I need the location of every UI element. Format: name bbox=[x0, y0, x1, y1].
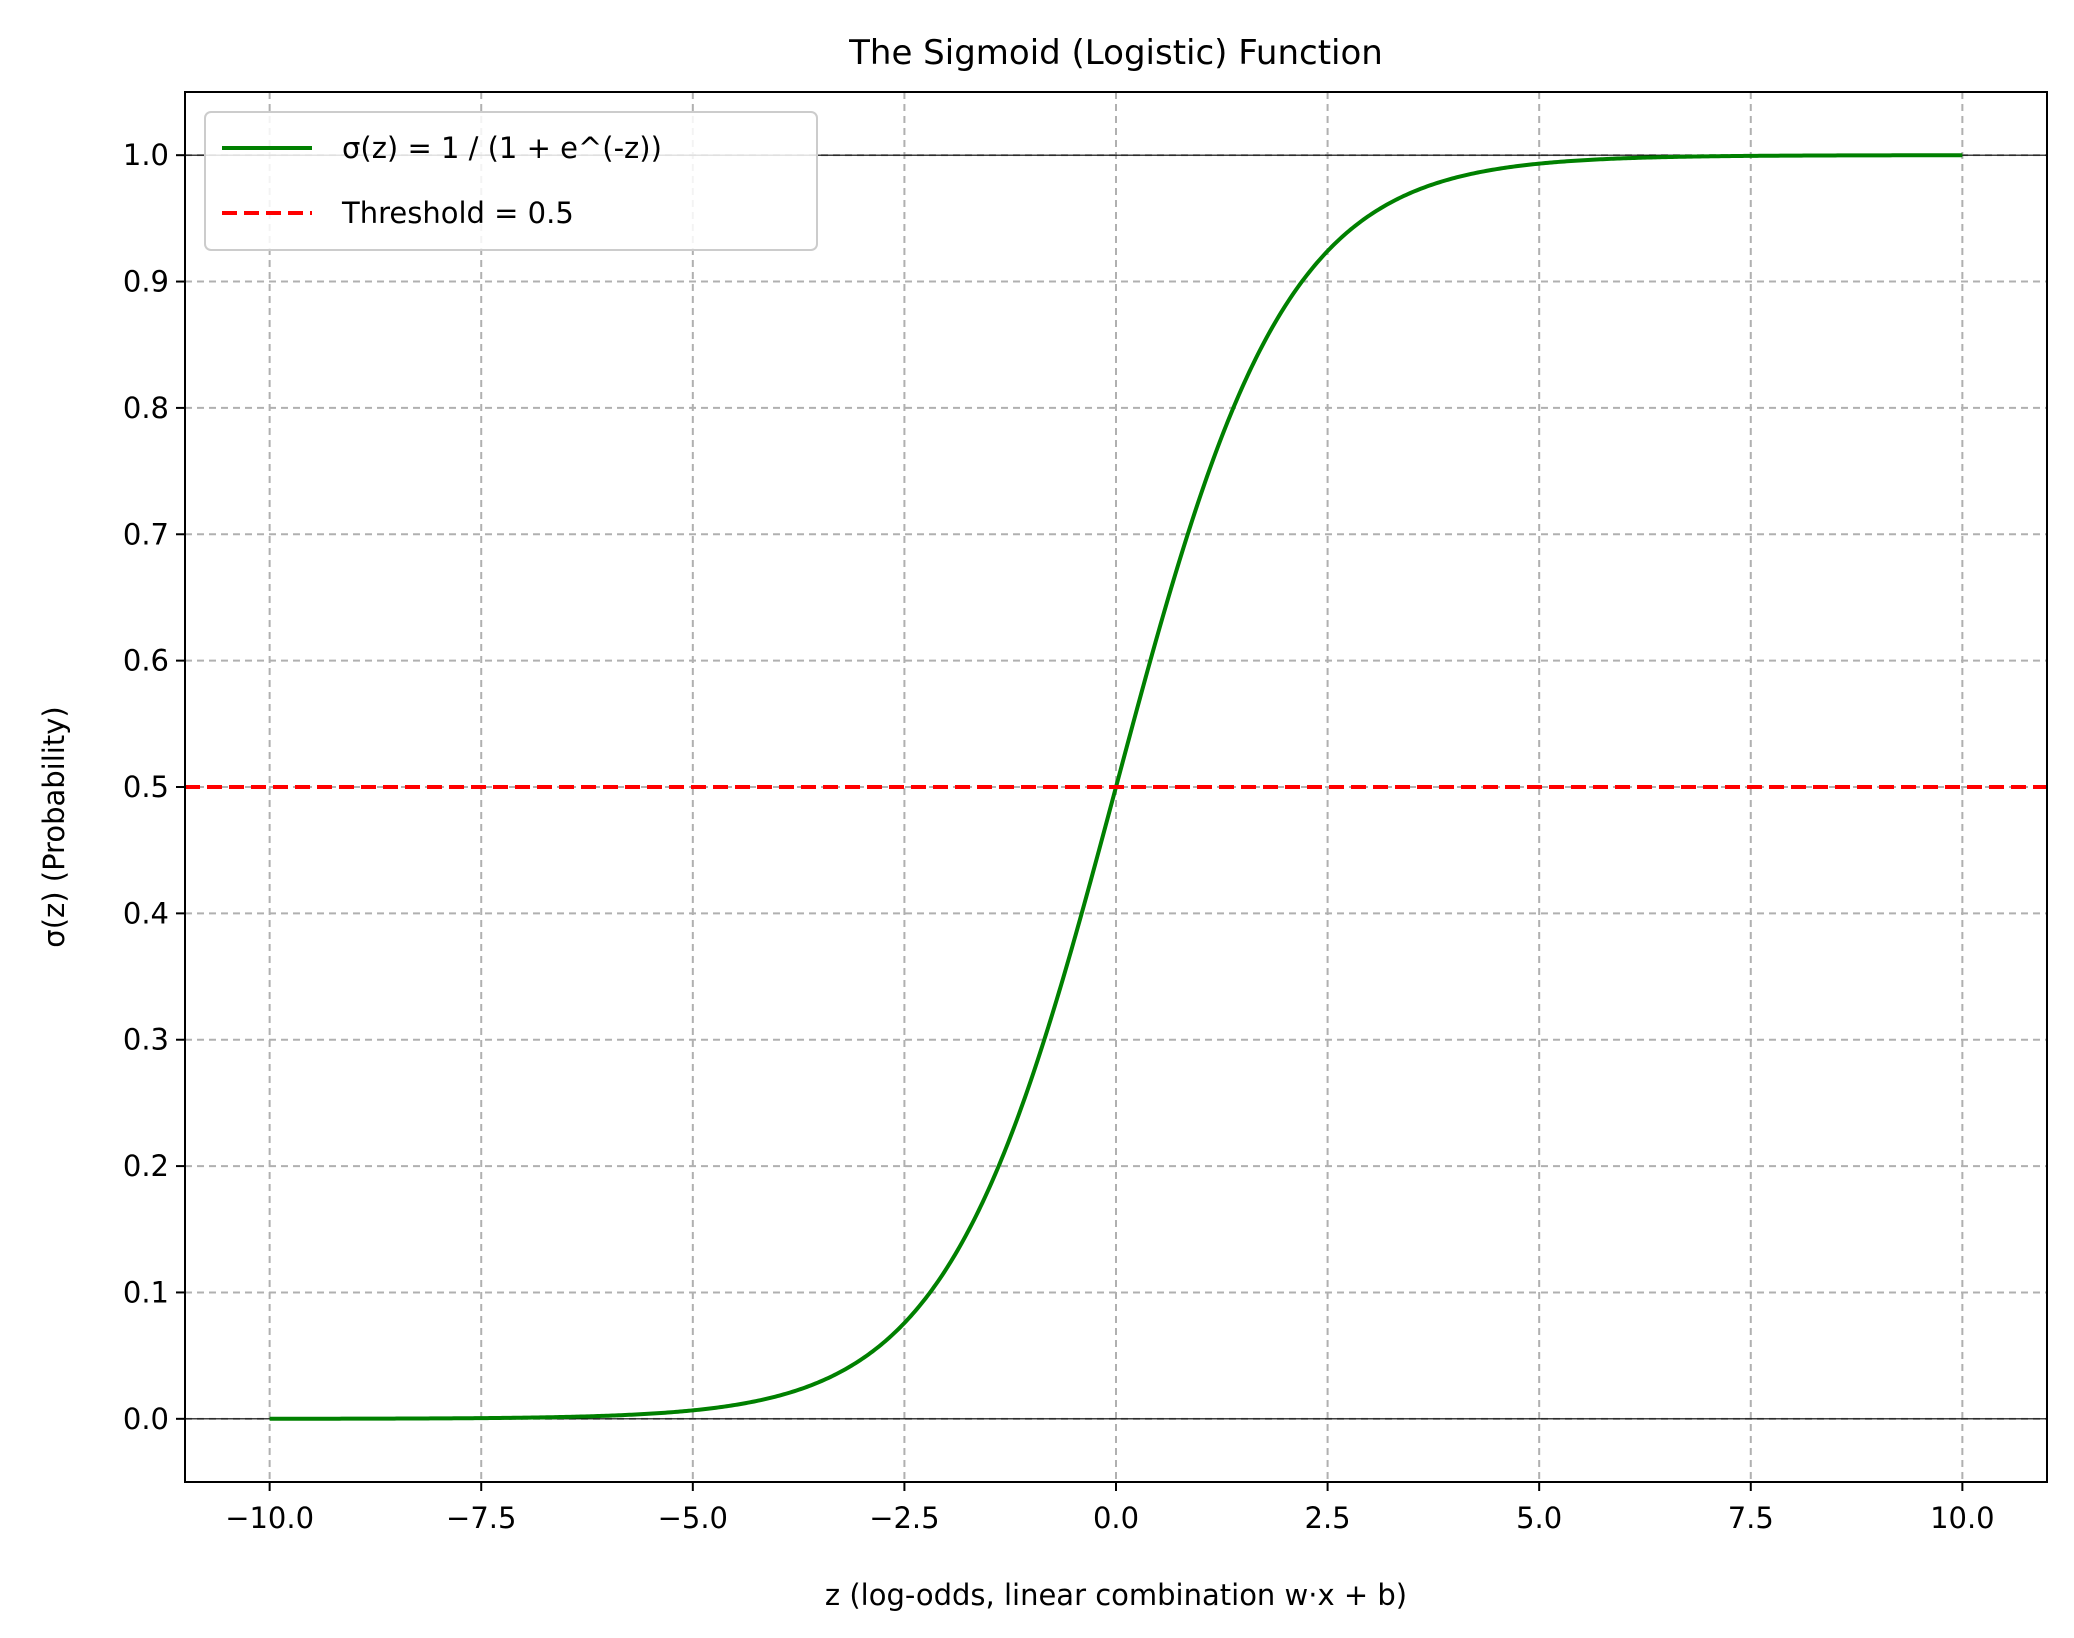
y-tick-label: 0.0 bbox=[123, 1402, 169, 1436]
y-tick-label: 1.0 bbox=[123, 138, 169, 172]
x-ticks: −10.0 −7.5 −5.0 −2.5 0.0 2.5 5.0 7.5 10.0 bbox=[225, 1482, 1995, 1535]
y-tick-label: 0.7 bbox=[123, 517, 169, 551]
y-tick-label: 0.3 bbox=[123, 1023, 169, 1057]
x-tick-label: 0.0 bbox=[1093, 1501, 1139, 1535]
legend-box bbox=[204, 111, 818, 251]
legend-threshold-label: Threshold = 0.5 bbox=[341, 196, 574, 230]
x-tick-label: 2.5 bbox=[1305, 1501, 1351, 1535]
y-axis-label: σ(z) (Probability) bbox=[37, 706, 71, 947]
y-ticks: 0.0 0.1 0.2 0.3 0.4 0.5 0.6 0.7 0.8 0.9 1.0 bbox=[123, 138, 185, 1436]
x-tick-label: −10.0 bbox=[225, 1501, 314, 1535]
x-tick-label: −7.5 bbox=[446, 1501, 516, 1535]
y-tick-label: 0.5 bbox=[123, 770, 169, 804]
x-tick-label: 7.5 bbox=[1728, 1501, 1774, 1535]
x-tick-label: 5.0 bbox=[1516, 1501, 1562, 1535]
x-tick-label: −2.5 bbox=[869, 1501, 939, 1535]
x-axis-label: z (log-odds, linear combination w·x + b) bbox=[825, 1578, 1407, 1612]
legend: σ(z) = 1 / (1 + e^(-z)) Threshold = 0.5 bbox=[204, 111, 818, 251]
chart-title: The Sigmoid (Logistic) Function bbox=[848, 33, 1383, 73]
x-tick-label: −5.0 bbox=[658, 1501, 728, 1535]
y-tick-label: 0.4 bbox=[123, 896, 169, 930]
y-tick-label: 0.2 bbox=[123, 1149, 169, 1183]
y-tick-label: 0.6 bbox=[123, 644, 169, 678]
y-tick-label: 0.9 bbox=[123, 265, 169, 299]
y-tick-label: 0.8 bbox=[123, 391, 169, 425]
y-tick-label: 0.1 bbox=[123, 1275, 169, 1309]
series-lines bbox=[185, 153, 2047, 1421]
x-tick-label: 10.0 bbox=[1930, 1501, 1995, 1535]
legend-sigmoid-label: σ(z) = 1 / (1 + e^(-z)) bbox=[342, 131, 662, 165]
